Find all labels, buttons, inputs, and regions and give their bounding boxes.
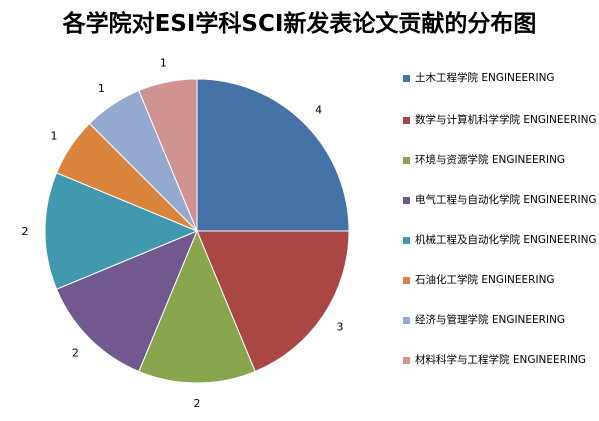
pie-slice-2	[196, 230, 350, 373]
legend-label-4: 电气工程与自动化学院 ENGINEERING	[415, 194, 597, 206]
pie-slice-5	[44, 172, 199, 290]
pie-slice-3	[138, 229, 256, 384]
legend-swatch-7	[403, 317, 410, 324]
legend-swatch-3	[403, 157, 410, 164]
data-label-2: 3	[337, 321, 344, 334]
legend-label-6: 石油化工学院 ENGINEERING	[415, 274, 555, 286]
data-label-6: 1	[51, 129, 58, 142]
data-label-8: 1	[160, 56, 167, 69]
legend-label-2: 数学与计算机科学学院 ENGINEERING	[415, 114, 597, 126]
legend-label-8: 材料科学与工程学院 ENGINEERING	[415, 354, 587, 366]
pie-slice-8	[138, 78, 198, 232]
legend-swatch-8	[403, 357, 410, 364]
legend-swatch-1	[403, 75, 410, 82]
chart-title: 各学院对ESI学科SCI新发表论文贡献的分布图	[62, 11, 537, 37]
data-label-1: 4	[315, 103, 322, 116]
pie-slice-4	[55, 230, 198, 373]
legend-label-5: 机械工程及自动化学院 ENGINEERING	[415, 234, 597, 246]
legend-swatch-2	[403, 117, 410, 124]
legend-swatch-5	[403, 237, 410, 244]
legend-swatch-6	[403, 277, 410, 284]
pie-slice-1	[196, 78, 350, 232]
legend-label-7: 经济与管理学院 ENGINEERING	[415, 314, 566, 326]
data-label-4: 2	[72, 347, 79, 360]
legend-label-1: 土木工程学院 ENGINEERING	[415, 72, 555, 84]
data-label-3: 2	[194, 397, 201, 410]
data-label-7: 1	[98, 82, 105, 95]
legend-swatch-4	[403, 197, 410, 204]
data-label-5: 2	[22, 225, 29, 238]
legend-label-3: 环境与资源学院 ENGINEERING	[415, 154, 566, 166]
